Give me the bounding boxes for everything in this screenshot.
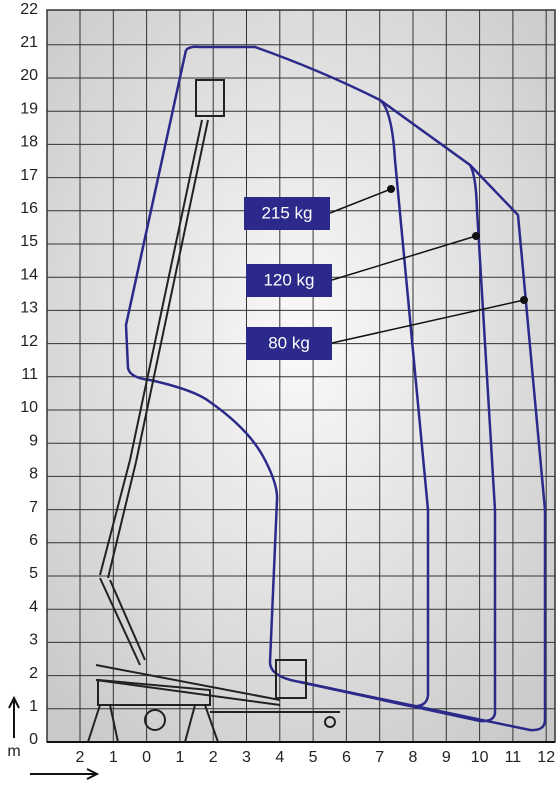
x-tick-label: 10 (471, 749, 489, 766)
load-label: 120 kg (263, 270, 314, 289)
leader-dot (387, 185, 395, 193)
x-tick-label: 6 (342, 749, 351, 766)
y-tick-label: 11 (21, 366, 38, 383)
y-tick-label: 3 (29, 632, 38, 649)
y-tick-label: 18 (20, 134, 38, 151)
x-tick-label: 7 (375, 749, 384, 766)
load-box (246, 327, 332, 360)
load-labels: 215 kg 120 kg 80 kg (244, 185, 528, 360)
x-tick-label: 4 (275, 749, 284, 766)
y-tick-label: 19 (20, 100, 38, 117)
x-tick-label: 9 (442, 749, 451, 766)
lift-drawing (87, 79, 340, 743)
y-tick-label: 16 (20, 200, 38, 217)
x-tick-label: 12 (537, 749, 555, 766)
y-arrow (8, 695, 20, 738)
y-tick-label: 4 (29, 598, 38, 615)
x-tick-label: 3 (242, 749, 251, 766)
x-arrow (30, 768, 100, 780)
x-tick-label: 1 (109, 749, 118, 766)
leader-line (331, 299, 525, 344)
envelope-120kg (299, 164, 497, 723)
load-box (246, 264, 332, 297)
envelope-215kg (299, 99, 430, 708)
load-label: 215 kg (261, 203, 312, 222)
y-tick-label: 6 (29, 532, 38, 549)
y-tick-label: 5 (29, 565, 38, 582)
envelope-80kg (124, 45, 547, 732)
leader-line (331, 235, 477, 281)
y-tick-label: 17 (20, 167, 38, 184)
y-tick-label: 7 (29, 499, 38, 516)
leader-dot (520, 296, 528, 304)
load-box (244, 197, 330, 230)
y-tick-label: 15 (20, 233, 38, 250)
x-tick-label: 0 (142, 749, 151, 766)
y-tick-label: 13 (20, 300, 38, 317)
y-tick-label: 1 (29, 698, 38, 715)
y-tick-label: 20 (20, 67, 38, 84)
x-tick-label: 2 (76, 749, 85, 766)
leader-dot (472, 232, 480, 240)
y-tick-label: 21 (20, 34, 38, 51)
grid-background (47, 10, 555, 742)
x-tick-label: 8 (409, 749, 418, 766)
y-tick-label: 12 (20, 333, 38, 350)
load-label: 80 kg (268, 333, 310, 352)
x-tick-label: 1 (175, 749, 184, 766)
y-tick-label: 8 (29, 466, 38, 483)
y-tick-label: 0 (29, 731, 38, 748)
y-tick-label: 14 (20, 266, 38, 283)
y-tick-label: 22 (20, 1, 38, 18)
unit-label: m (7, 743, 20, 760)
x-tick-label: 2 (209, 749, 218, 766)
x-tick-label: 11 (505, 749, 522, 766)
leader-line (329, 188, 392, 214)
x-tick-label: 5 (309, 749, 318, 766)
y-tick-label: 10 (20, 399, 38, 416)
y-tick-label: 2 (29, 665, 38, 682)
y-tick-label: 9 (29, 432, 38, 449)
